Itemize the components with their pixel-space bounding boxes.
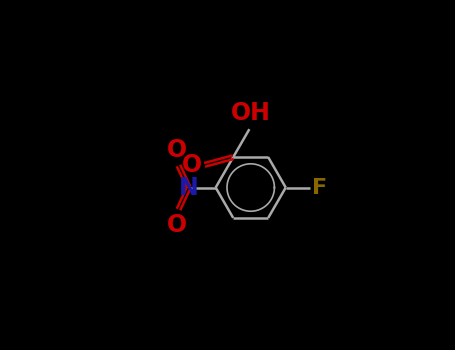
Text: O: O bbox=[167, 138, 187, 162]
Text: O: O bbox=[182, 153, 202, 177]
Text: F: F bbox=[312, 177, 327, 197]
Text: OH: OH bbox=[231, 101, 271, 125]
Text: O: O bbox=[167, 213, 187, 237]
Text: N: N bbox=[179, 176, 198, 199]
